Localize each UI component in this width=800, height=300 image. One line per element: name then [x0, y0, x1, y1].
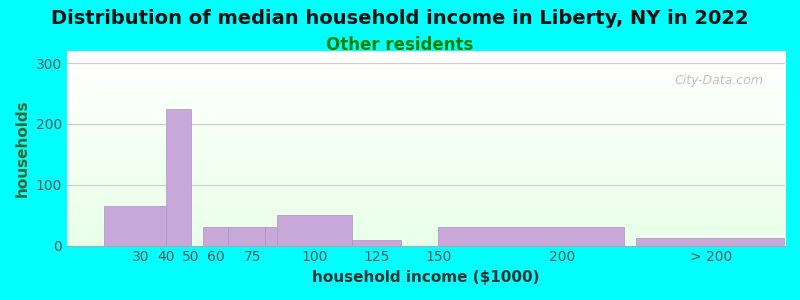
Bar [637, 238, 785, 246]
Bar [351, 239, 401, 246]
Bar [438, 227, 624, 246]
Bar [228, 227, 265, 246]
Text: Other residents: Other residents [326, 36, 474, 54]
Bar [166, 109, 190, 246]
Text: City-Data.com: City-Data.com [674, 74, 763, 87]
Bar [203, 227, 228, 246]
Bar [104, 206, 166, 246]
X-axis label: household income ($1000): household income ($1000) [312, 270, 540, 285]
Y-axis label: households: households [15, 100, 30, 197]
Text: Distribution of median household income in Liberty, NY in 2022: Distribution of median household income … [51, 9, 749, 28]
Bar [265, 227, 302, 246]
Bar [278, 215, 351, 246]
